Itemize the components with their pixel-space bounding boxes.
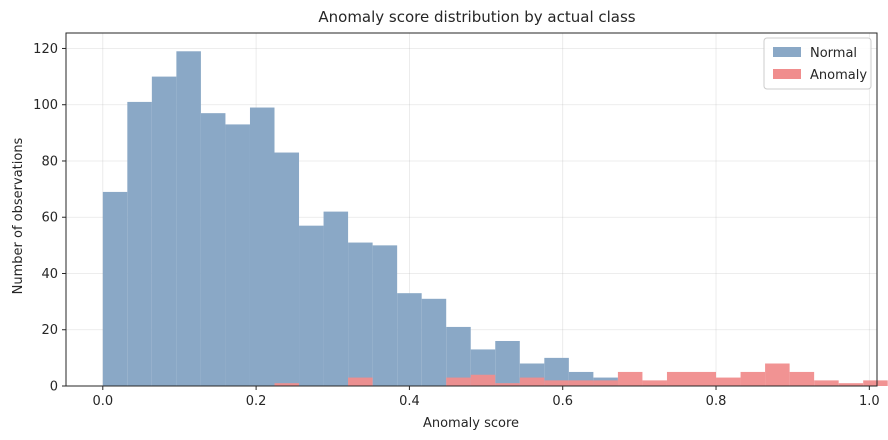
normal-bar: [372, 245, 398, 386]
normal-bar: [421, 298, 447, 386]
x-axis-title: Anomaly score: [423, 416, 519, 431]
anomaly-bar: [348, 377, 373, 386]
anomaly-bar: [274, 383, 300, 386]
y-axis-title: Number of observations: [11, 137, 26, 294]
anomaly-bar: [446, 377, 471, 386]
y-tick-label: 40: [41, 267, 58, 282]
y-tick-label: 80: [41, 154, 58, 169]
axis-ticks: 0.0 0.2 0.4 0.6 0.8 1.0 0 20 40 60 80 100 120: [33, 42, 880, 409]
anomaly-bar: [642, 380, 667, 386]
plot-frame: [65, 32, 878, 387]
y-tick-label: 0: [50, 380, 58, 395]
normal-bar: [299, 225, 324, 386]
histogram-bars: [102, 51, 888, 387]
y-tick-label: 60: [41, 211, 58, 226]
x-tick-label: 0.2: [246, 394, 267, 409]
normal-bar: [397, 293, 422, 386]
normal-bar: [274, 152, 300, 386]
anomaly-bar: [765, 363, 790, 386]
anomaly-bar: [691, 371, 717, 386]
normal-bar: [127, 101, 152, 386]
normal-bar: [495, 340, 520, 386]
anomaly-bar: [666, 371, 692, 386]
anomaly-bar: [495, 383, 520, 386]
normal-bar: [348, 242, 373, 386]
y-tick-label: 120: [33, 42, 58, 57]
anomaly-bar: [617, 371, 643, 386]
anomaly-bar: [740, 371, 766, 386]
anomaly-bar: [593, 380, 618, 386]
normal-bar: [200, 113, 226, 387]
legend-label-anomaly: Anomaly: [810, 68, 867, 83]
x-tick-label: 1.0: [859, 394, 880, 409]
legend-label-normal: Normal: [810, 46, 857, 61]
normal-bar: [176, 51, 201, 386]
normal-bar: [225, 124, 250, 387]
anomaly-bar: [568, 380, 594, 386]
normal-bar: [446, 326, 471, 386]
anomaly-bar: [519, 377, 545, 386]
legend: Normal Anomaly: [763, 37, 872, 90]
y-tick-label: 20: [41, 323, 58, 338]
anomaly-bar: [716, 377, 741, 386]
anomaly-bar: [814, 380, 839, 386]
normal-bar: [323, 211, 349, 386]
anomaly-bar: [789, 371, 815, 386]
anomaly-bar: [544, 380, 569, 386]
x-tick-label: 0.6: [552, 394, 573, 409]
anomaly-bar: [863, 380, 888, 386]
anomaly-bar: [838, 383, 864, 386]
legend-swatch-anomaly: [773, 69, 801, 79]
x-tick-label: 0.0: [92, 394, 113, 409]
chart-title: Anomaly score distribution by actual cla…: [318, 8, 635, 26]
normal-bar: [102, 191, 128, 386]
y-tick-label: 100: [33, 98, 58, 113]
x-tick-label: 0.8: [706, 394, 727, 409]
x-tick-label: 0.4: [399, 394, 420, 409]
anomaly-bar: [470, 374, 496, 386]
normal-bar: [151, 76, 177, 387]
legend-swatch-normal: [773, 47, 801, 57]
normal-bar: [249, 107, 275, 387]
